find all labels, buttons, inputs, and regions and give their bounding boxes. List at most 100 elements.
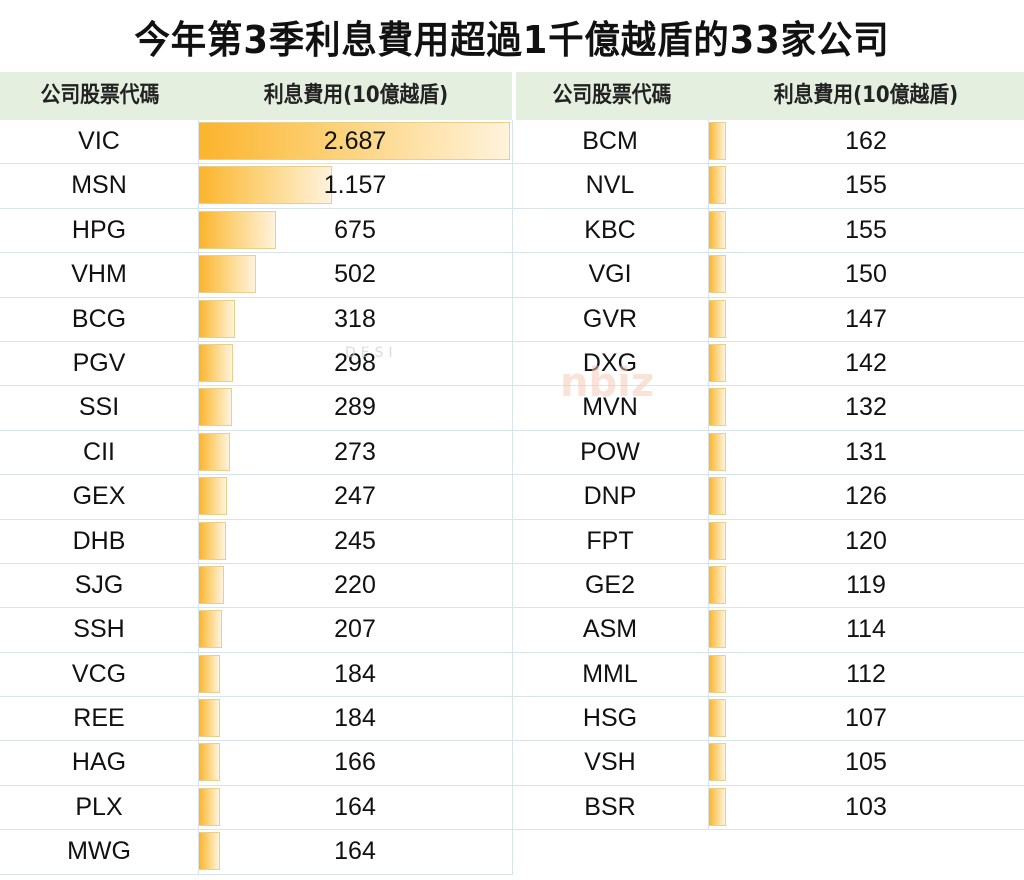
value-cell: 114 — [708, 608, 1024, 651]
divider-left — [198, 120, 199, 875]
data-bar — [198, 610, 223, 649]
stock-code: MVN — [582, 393, 638, 422]
table-row: VGI 150 — [512, 253, 1024, 298]
stock-code: VGI — [588, 260, 632, 289]
value-cell: 273 — [198, 431, 512, 474]
stock-code: ASM — [582, 615, 638, 644]
interest-value: 245 — [334, 526, 376, 555]
value-cell: 112 — [708, 653, 1024, 696]
stock-code: NVL — [585, 171, 635, 200]
header-code-left: 公司股票代碼 — [40, 83, 160, 108]
table-row: MML 112 — [512, 653, 1024, 698]
interest-value: 112 — [846, 659, 886, 688]
left-column: VIC 2.687 MSN 1.157 HPG 675 VHM 502 BCG 318 PGV 298… — [0, 120, 512, 875]
stock-code: VSH — [584, 748, 636, 777]
value-cell: 184 — [198, 653, 512, 696]
table-row: CII 273 — [0, 431, 512, 476]
table-row: GEX 247 — [0, 475, 512, 520]
stock-code: CII — [83, 437, 115, 466]
data-bar — [198, 210, 277, 249]
stock-code: SJG — [74, 570, 124, 599]
interest-value: 220 — [334, 570, 376, 599]
interest-value: 184 — [334, 704, 376, 733]
interest-value: 114 — [846, 615, 886, 644]
table-row: HPG 675 — [0, 209, 512, 254]
value-cell: 318 — [198, 298, 512, 341]
value-cell: 119 — [708, 564, 1024, 607]
stock-code: SSI — [78, 393, 120, 422]
table-row: VIC 2.687 — [0, 120, 512, 165]
value-cell: 184 — [198, 697, 512, 740]
value-cell: 1.157 — [198, 164, 512, 207]
table-row: DXG 142 — [512, 342, 1024, 387]
table-row: MVN 132 — [512, 386, 1024, 431]
value-cell: 105 — [708, 741, 1024, 784]
stock-code: DHB — [72, 526, 126, 555]
header-gap — [512, 72, 516, 120]
header-value-left: 利息費用(10億越盾) — [263, 83, 449, 108]
header-left: 公司股票代碼 利息費用(10億越盾) — [0, 72, 512, 120]
table-row: NVL 155 — [512, 164, 1024, 209]
table-row: BSR 103 — [512, 786, 1024, 831]
data-bar — [198, 122, 510, 160]
table-row: KBC 155 — [512, 209, 1024, 254]
value-cell: 142 — [708, 342, 1024, 385]
table-row: HSG 107 — [512, 697, 1024, 742]
table-row: GE2 119 — [512, 564, 1024, 609]
value-cell: 107 — [708, 697, 1024, 740]
stock-code: BCG — [71, 304, 127, 333]
stock-code: HPG — [71, 215, 127, 244]
table-row: MSN 1.157 — [0, 164, 512, 209]
value-cell: 164 — [198, 786, 512, 829]
value-cell: 120 — [708, 520, 1024, 563]
interest-value: 155 — [845, 171, 887, 200]
interest-expense-table: 公司股票代碼 利息費用(10億越盾) 公司股票代碼 利息費用(10億越盾) VI… — [0, 72, 1024, 880]
header-value-right: 利息費用(10億越盾) — [773, 83, 959, 108]
interest-value: 119 — [846, 570, 886, 599]
interest-value: 318 — [334, 304, 376, 333]
stock-code: DNP — [583, 482, 637, 511]
value-cell: 2.687 — [198, 120, 512, 163]
interest-value: 164 — [334, 792, 376, 821]
stock-code: POW — [580, 437, 640, 466]
interest-value: 162 — [845, 127, 887, 155]
interest-value: 120 — [845, 526, 887, 555]
stock-code: GEX — [72, 482, 126, 511]
stock-code: MSN — [71, 171, 127, 200]
stock-code: MML — [582, 659, 638, 688]
table-row: POW 131 — [512, 431, 1024, 476]
header-code-right: 公司股票代碼 — [552, 83, 672, 108]
table-row: VHM 502 — [0, 253, 512, 298]
interest-value: 1.157 — [323, 171, 387, 200]
stock-code: REE — [73, 704, 125, 733]
table-row: MWG 164 — [0, 830, 512, 875]
table-row: REE 184 — [0, 697, 512, 742]
stock-code: KBC — [584, 215, 636, 244]
interest-value: 105 — [845, 748, 887, 777]
interest-value: 126 — [845, 482, 887, 511]
value-cell: 245 — [198, 520, 512, 563]
data-bar — [198, 477, 227, 516]
table-row: HAG 166 — [0, 741, 512, 786]
stock-code: PGV — [72, 348, 126, 377]
value-cell: 150 — [708, 253, 1024, 296]
value-cell: 247 — [198, 475, 512, 518]
watermark-right: nbiz — [560, 360, 655, 406]
stock-code: HSG — [582, 704, 638, 733]
interest-value: 2.687 — [323, 127, 387, 155]
interest-value: 131 — [845, 437, 887, 466]
table-row: VSH 105 — [512, 741, 1024, 786]
value-cell: 220 — [198, 564, 512, 607]
table-row: DNP 126 — [512, 475, 1024, 520]
value-cell: 155 — [708, 209, 1024, 252]
stock-code: GE2 — [584, 570, 636, 599]
stock-code: HAG — [71, 748, 127, 777]
value-cell: 147 — [708, 298, 1024, 341]
interest-value: 132 — [845, 393, 887, 422]
table-row: GVR 147 — [512, 298, 1024, 342]
table-row: SSI 289 — [0, 386, 512, 431]
right-column: BCM 162 NVL 155 KBC 155 VGI 150 GVR 147 DXG 142 MVN 1… — [512, 120, 1024, 831]
stock-code: BCM — [582, 127, 638, 155]
interest-value: 142 — [845, 348, 887, 377]
table-row: PLX 164 — [0, 786, 512, 831]
